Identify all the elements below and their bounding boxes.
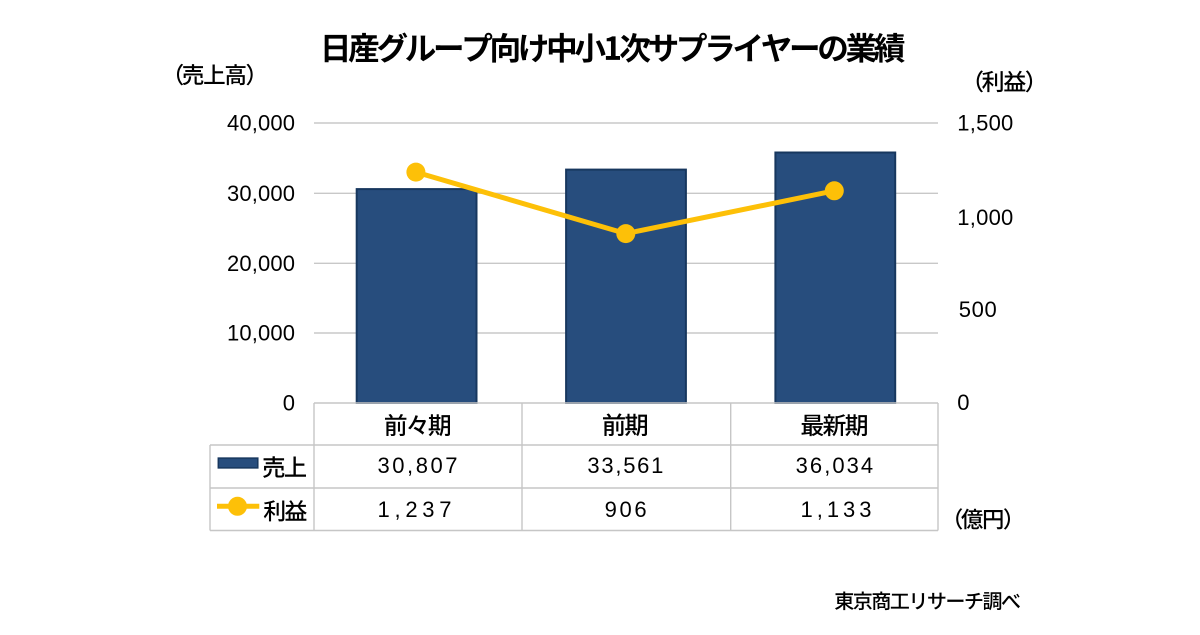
- svg-text:33,561: 33,561: [587, 453, 663, 478]
- svg-text:30,807: 30,807: [378, 453, 458, 478]
- svg-text:30,000: 30,000: [227, 181, 295, 206]
- svg-text:1,500: 1,500: [957, 110, 1013, 135]
- svg-text:0: 0: [957, 390, 969, 415]
- svg-text:500: 500: [959, 297, 997, 322]
- svg-text:906: 906: [605, 497, 647, 522]
- svg-text:10,000: 10,000: [227, 321, 295, 346]
- svg-text:1,000: 1,000: [957, 205, 1013, 230]
- svg-text:0: 0: [283, 390, 295, 415]
- svg-text:40,000: 40,000: [227, 111, 295, 136]
- svg-text:1,237: 1,237: [378, 497, 452, 522]
- svg-text:36,034: 36,034: [796, 453, 874, 478]
- svg-text:20,000: 20,000: [227, 251, 295, 276]
- svg-text:1,133: 1,133: [801, 497, 872, 522]
